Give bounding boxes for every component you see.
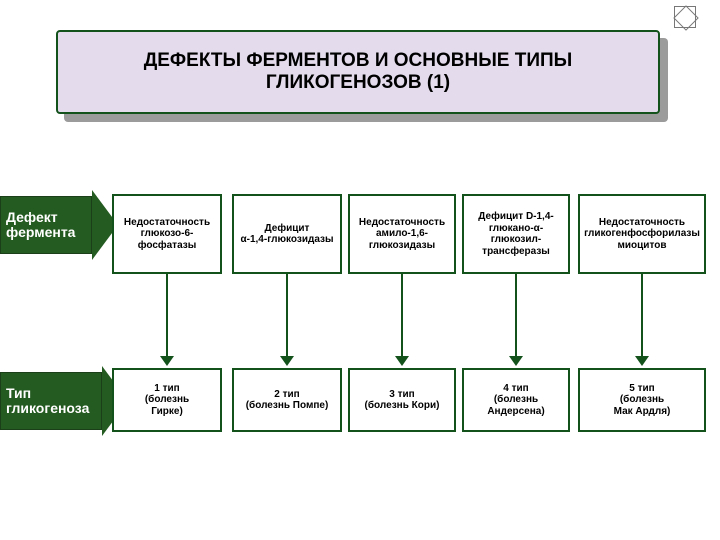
defect-cell-0: Недостаточностьглюкозо-6-фосфатазы <box>112 194 222 274</box>
arrow-down-2 <box>395 274 409 366</box>
title-line1: ДЕФЕКТЫ ФЕРМЕНТОВ И ОСНОВНЫЕ ТИПЫ <box>144 50 573 72</box>
row-label-text-type: Типгликогеноза <box>6 372 104 430</box>
defect-cell-3: Дефицит D-1,4-глюкано-α-глюкозил-трансфе… <box>462 194 570 274</box>
slide-title: ДЕФЕКТЫ ФЕРМЕНТОВ И ОСНОВНЫЕ ТИПЫ ГЛИКОГ… <box>56 30 660 114</box>
diamond-icon <box>674 6 696 28</box>
defect-cell-2: Недостаточностьамило-1,6-глюкозидазы <box>348 194 456 274</box>
row-label-defect: Дефектфермента <box>0 196 118 254</box>
arrow-down-4 <box>635 274 649 366</box>
defect-cell-4: Недостаточностьгликогенфосфорилазымиоцит… <box>578 194 706 274</box>
arrow-down-3 <box>509 274 523 366</box>
row-label-type: Типгликогеноза <box>0 372 128 430</box>
row-label-text-defect: Дефектфермента <box>6 196 94 254</box>
arrow-down-1 <box>280 274 294 366</box>
type-cell-0: 1 тип(болезньГирке) <box>112 368 222 432</box>
type-cell-1: 2 тип(болезнь Помпе) <box>232 368 342 432</box>
arrow-down-0 <box>160 274 174 366</box>
title-line2: ГЛИКОГЕНОЗОВ (1) <box>266 72 450 94</box>
type-cell-2: 3 тип(болезнь Кори) <box>348 368 456 432</box>
type-cell-3: 4 тип(болезньАндерсена) <box>462 368 570 432</box>
type-cell-4: 5 тип(болезньМак Ардля) <box>578 368 706 432</box>
defect-cell-1: Дефицитα-1,4-глюкозидазы <box>232 194 342 274</box>
